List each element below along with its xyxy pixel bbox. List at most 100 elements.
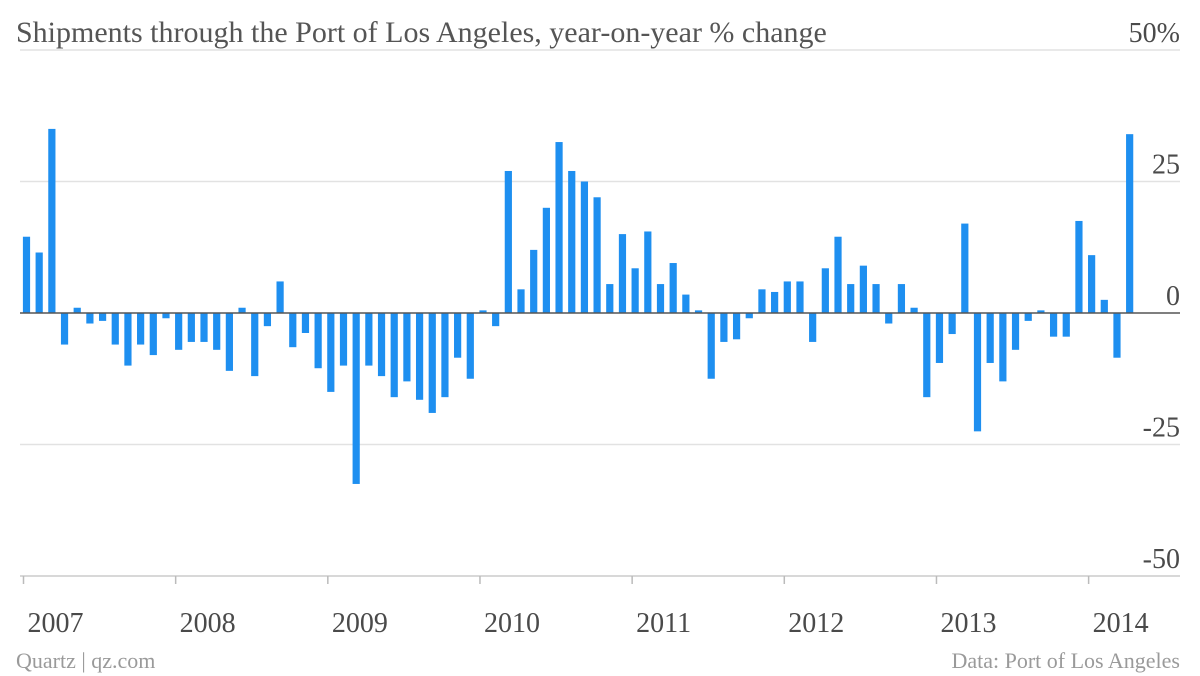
y-axis: 50% 25 0 -25 -50 (1129, 18, 1180, 575)
bar (365, 313, 373, 366)
bar (22, 236, 31, 313)
bar (60, 313, 69, 345)
bar (415, 313, 424, 400)
chart-title: Shipments through the Port of Los Angele… (16, 16, 827, 49)
bar (923, 313, 931, 398)
source-credit: Quartz | qz.com (16, 648, 155, 673)
y-tick-label: 50% (1129, 18, 1180, 49)
y-tick-label: -25 (1143, 413, 1180, 444)
x-axis: 2007 2008 2009 2010 2011 2012 2013 2014 (20, 575, 1180, 639)
source-data: Data: Port of Los Angeles (951, 648, 1180, 673)
bar (669, 263, 677, 313)
bar (1037, 310, 1045, 313)
x-tick-label: 2012 (788, 608, 844, 639)
bar (580, 181, 589, 313)
bar (454, 313, 462, 358)
bar (935, 313, 944, 363)
x-tick-label: 2010 (484, 608, 540, 639)
bar (847, 284, 855, 313)
bar (720, 313, 728, 342)
bar (352, 313, 360, 484)
bar (504, 170, 512, 313)
bar (428, 313, 436, 413)
bar (466, 313, 474, 379)
bar (390, 313, 398, 398)
bar (618, 234, 627, 313)
x-tick-label: 2011 (636, 608, 691, 639)
bar (327, 313, 335, 392)
bar (479, 310, 487, 313)
bar (859, 265, 867, 313)
bar (263, 313, 272, 327)
bar (809, 313, 817, 342)
bar (986, 313, 994, 363)
bar (1113, 313, 1121, 358)
x-tick-label: 2014 (1093, 608, 1149, 639)
bar (403, 313, 411, 382)
bar (644, 231, 652, 313)
bar (1126, 134, 1134, 313)
bar (973, 313, 982, 432)
bar (314, 313, 322, 369)
bar (872, 284, 880, 313)
bar (492, 313, 500, 327)
bar (1011, 313, 1020, 350)
bar (961, 223, 969, 313)
bar (682, 294, 690, 313)
bar (758, 289, 766, 313)
bar (631, 268, 639, 313)
bar (732, 313, 741, 340)
bar (555, 142, 563, 313)
bar (834, 236, 842, 313)
x-tick-label: 2009 (332, 608, 388, 639)
bar (213, 313, 221, 350)
bar (517, 289, 525, 313)
bar (124, 313, 132, 366)
bar (48, 128, 56, 313)
bar (796, 281, 804, 313)
bar (885, 313, 893, 324)
y-tick-label: -50 (1143, 544, 1180, 575)
bar (187, 313, 195, 342)
bar (35, 252, 43, 313)
bar (568, 170, 576, 313)
bar (910, 307, 918, 313)
bar (542, 207, 550, 313)
bar (289, 313, 297, 348)
bar (1088, 255, 1096, 313)
bar (694, 310, 703, 313)
bar (111, 313, 119, 345)
bar (339, 313, 348, 366)
bar (1024, 313, 1032, 321)
bar (656, 284, 665, 313)
bar (606, 284, 614, 313)
x-tick-label: 2007 (28, 608, 84, 639)
bar (897, 284, 906, 313)
bar (948, 313, 956, 335)
bar (1049, 313, 1058, 337)
bar (98, 313, 107, 321)
bar (276, 281, 284, 313)
bar (783, 281, 791, 313)
bar (251, 313, 259, 377)
bar (593, 197, 601, 313)
bar (377, 313, 386, 377)
bar (771, 291, 779, 313)
bar (441, 313, 449, 398)
bar (821, 268, 829, 313)
bar (301, 313, 310, 333)
bar (86, 313, 94, 324)
bar (149, 313, 157, 356)
bar (162, 313, 170, 319)
x-tick-label: 2013 (940, 608, 996, 639)
bar (175, 313, 183, 350)
bar (73, 307, 81, 313)
bar (745, 313, 753, 319)
bar (1075, 220, 1083, 313)
bar (530, 249, 538, 313)
y-tick-label: 25 (1152, 150, 1180, 181)
bar (1062, 313, 1070, 337)
bar (137, 313, 145, 345)
bar (200, 313, 208, 342)
